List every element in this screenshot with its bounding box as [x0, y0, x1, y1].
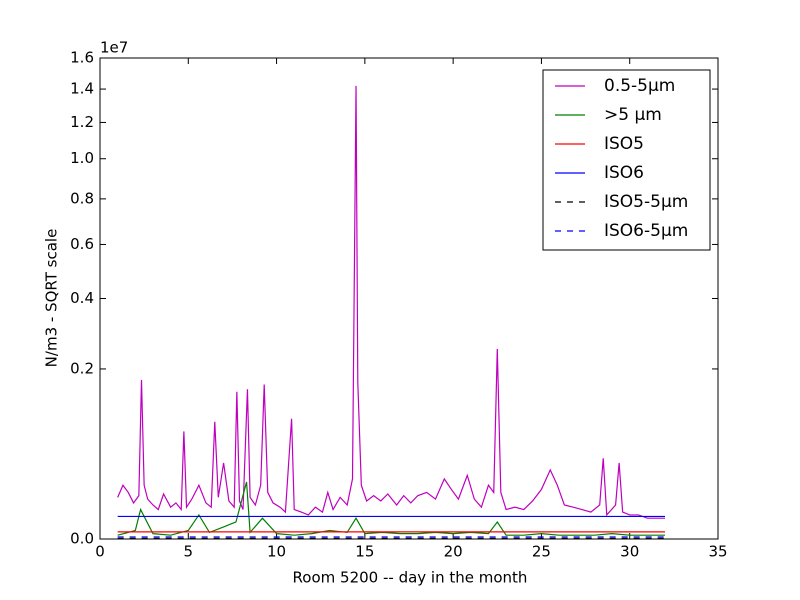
y-tick-label: 1.6 [70, 49, 94, 67]
x-tick-label: 25 [532, 543, 551, 561]
x-tick-label: 20 [444, 543, 463, 561]
series-line [117, 481, 666, 536]
x-axis-label: Room 5200 -- day in the month [293, 569, 528, 587]
series-line [117, 85, 666, 519]
y-axis-label: N/m3 - SQRT scale [43, 229, 61, 368]
y-tick-label: 0.2 [70, 359, 94, 377]
legend-label: ISO6-5µm [604, 221, 688, 241]
x-tick-label: 30 [620, 543, 639, 561]
x-tick-label: 10 [267, 543, 286, 561]
y-tick-label: 0.8 [70, 189, 94, 207]
y-tick-label: 0.4 [70, 289, 94, 307]
legend-label: 0.5-5µm [604, 76, 675, 96]
legend-label: >5 µm [604, 105, 662, 125]
y-tick-label: 0.6 [70, 235, 94, 253]
x-tick-label: 35 [708, 543, 727, 561]
offset-label: 1e7 [100, 39, 128, 57]
legend-box [542, 69, 711, 251]
x-tick-label: 0 [95, 543, 105, 561]
x-tick-label: 5 [184, 543, 194, 561]
y-tick-label: 1.4 [70, 80, 94, 98]
legend-label: ISO5 [604, 134, 644, 154]
legend-label: ISO6 [604, 163, 644, 183]
x-tick-label: 15 [355, 543, 374, 561]
y-tick-label: 1.0 [70, 149, 94, 167]
y-tick-label: 0.0 [70, 530, 94, 548]
legend-label: ISO5-5µm [604, 192, 688, 212]
y-tick-label: 1.2 [70, 113, 94, 131]
